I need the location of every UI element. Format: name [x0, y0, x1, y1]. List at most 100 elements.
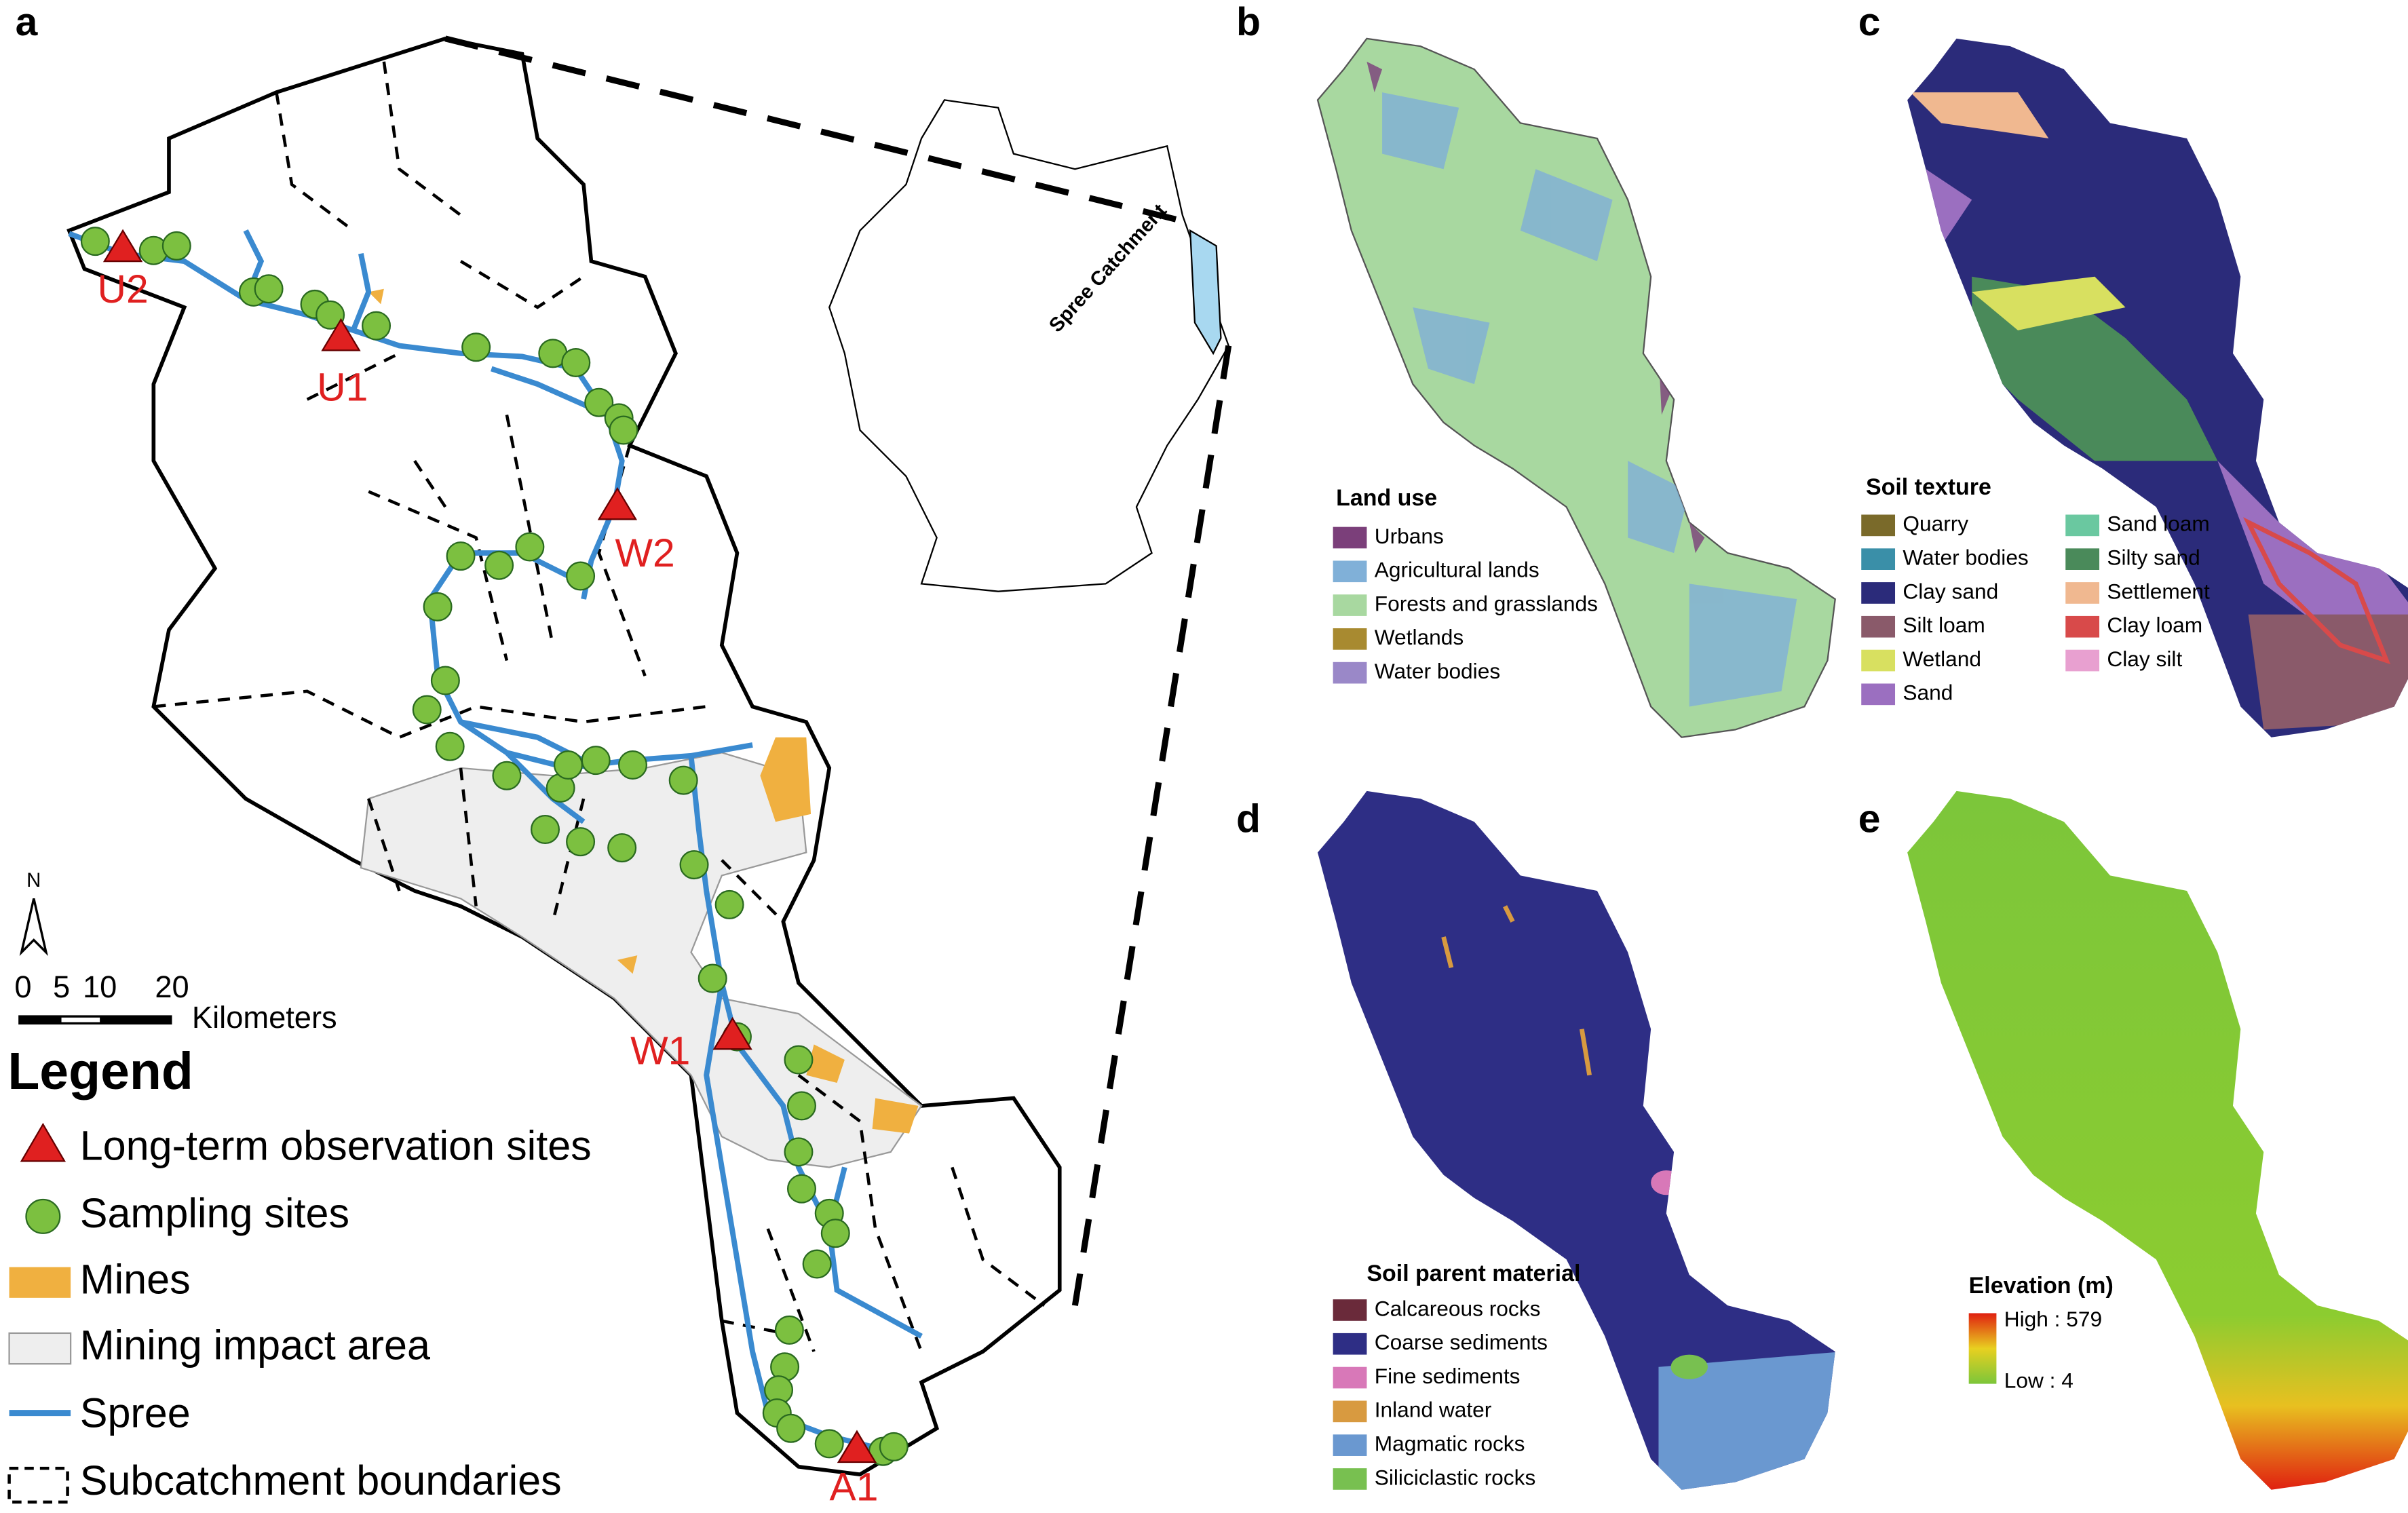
- map-a: U2 U1 W2 W1 A1 Spree Catchment N 0 5 10 …: [7, 35, 1232, 1509]
- site-label: W2: [615, 531, 674, 575]
- legend-swatch: [1861, 548, 1896, 570]
- legend-swatch: [2065, 615, 2100, 638]
- legend-label: Water bodies: [1375, 659, 1500, 683]
- panel-label: c: [1858, 0, 1881, 44]
- sampling-site: [776, 1413, 806, 1443]
- sampling-site: [607, 833, 637, 863]
- mining-impact-area: [360, 752, 923, 1168]
- legend-title: Land use: [1336, 485, 1437, 511]
- legend-label: Water bodies: [1903, 545, 2028, 570]
- legend-swatch: [1333, 1400, 1367, 1423]
- legend-swatch: [1861, 615, 1896, 638]
- legend-label: Wetlands: [1375, 625, 1464, 649]
- sampling-site: [561, 347, 591, 377]
- legend-label: Spree: [80, 1390, 191, 1436]
- panel-label: a: [16, 0, 39, 44]
- sampling-site: [714, 889, 744, 919]
- legend-swatch: [1333, 1333, 1367, 1355]
- sampling-site: [820, 1219, 850, 1248]
- spree-catchment-inset: [1189, 229, 1222, 356]
- sampling-site: [786, 1091, 816, 1121]
- legend-label: Sand: [1903, 681, 1953, 705]
- sampling-site: [492, 761, 522, 790]
- legend-swatch: [1333, 628, 1367, 650]
- sampling-site: [802, 1249, 832, 1279]
- legend-swatch: [1861, 649, 1896, 672]
- sampling-site: [584, 387, 614, 417]
- sampling-site: [435, 731, 465, 761]
- sampling-site: [697, 963, 727, 993]
- legend-label: Coarse sediments: [1375, 1330, 1548, 1354]
- sampling-site: [784, 1137, 814, 1167]
- sampling-site: [430, 666, 460, 695]
- legend-swatch: [1333, 1366, 1367, 1389]
- legend-swatch: [1861, 514, 1896, 537]
- legend-label: Quarry: [1903, 512, 1968, 536]
- sampling-site: [515, 532, 545, 562]
- legend-title: Elevation (m): [1969, 1273, 2114, 1299]
- legend-label: Clay sand: [1903, 579, 1998, 603]
- north-label: N: [26, 869, 41, 892]
- legend-swatch: [2065, 548, 2100, 570]
- sampling-site: [80, 227, 110, 256]
- sampling-site: [566, 827, 596, 857]
- subcatchment-boundaries: [153, 61, 1046, 1352]
- map-c: [1907, 38, 2408, 738]
- sampling-site: [461, 332, 491, 362]
- zoom-lines: [444, 35, 1232, 1306]
- sampling-site: [362, 311, 391, 341]
- legend-label: Long-term observation sites: [80, 1122, 592, 1168]
- legend-label: Clay loam: [2107, 613, 2202, 637]
- legend-symbol: [8, 1332, 72, 1365]
- scale-bar: [18, 1015, 172, 1024]
- elevation-high: High : 579: [2004, 1307, 2102, 1331]
- sampling-site: [668, 765, 698, 795]
- sampling-site: [254, 274, 284, 304]
- legend-label: Subcatchment boundaries: [80, 1457, 562, 1504]
- sampling-site: [814, 1429, 844, 1459]
- north-arrow: [19, 898, 48, 956]
- legend-label: Urbans: [1375, 524, 1444, 548]
- legend-label: Fine sediments: [1375, 1364, 1521, 1388]
- site-label: A1: [829, 1465, 878, 1509]
- sampling-site: [161, 231, 191, 261]
- scale-label: 5: [53, 970, 70, 1004]
- legend-swatch: [1333, 1468, 1367, 1490]
- sampling-site: [484, 550, 514, 580]
- legend-swatch: [1333, 1434, 1367, 1456]
- sampling-site: [609, 415, 638, 445]
- sampling-site: [618, 750, 648, 780]
- elevation-ramp: [1968, 1313, 1997, 1384]
- legend-swatch: [1861, 683, 1896, 706]
- legend-title: Soil parent material: [1367, 1261, 1580, 1286]
- sampling-sites: [80, 227, 909, 1466]
- legend-label: Sampling sites: [80, 1190, 349, 1236]
- scale-label: 20: [155, 970, 189, 1004]
- sampling-site: [566, 561, 596, 591]
- legend-swatch: [1333, 594, 1367, 616]
- scale-unit: Kilometers: [192, 1000, 337, 1035]
- sampling-site: [531, 815, 560, 845]
- sampling-site: [774, 1315, 804, 1345]
- panel-label: b: [1236, 0, 1261, 44]
- legend-label: Forests and grasslands: [1375, 591, 1598, 615]
- legend-symbol: [9, 1267, 71, 1298]
- legend-title: Soil texture: [1866, 474, 1991, 500]
- legend-swatch: [1333, 560, 1367, 583]
- sampling-site: [423, 592, 453, 621]
- legend-label: Inland water: [1375, 1398, 1492, 1422]
- legend-label: Sand loam: [2107, 512, 2209, 536]
- sampling-site: [679, 850, 709, 880]
- legend-label: Calcareous rocks: [1375, 1296, 1541, 1320]
- germany-outline: [828, 99, 1229, 592]
- legend-label: Agricultural lands: [1375, 558, 1540, 582]
- sampling-site: [784, 1045, 814, 1075]
- legend-swatch: [1333, 662, 1367, 684]
- legend-swatch: [2065, 514, 2100, 537]
- legend-title: Legend: [7, 1042, 193, 1100]
- panel-label: d: [1236, 797, 1261, 841]
- site-label: W1: [630, 1029, 690, 1073]
- legend-label: Mining impact area: [80, 1322, 430, 1368]
- legend-swatch: [2065, 649, 2100, 672]
